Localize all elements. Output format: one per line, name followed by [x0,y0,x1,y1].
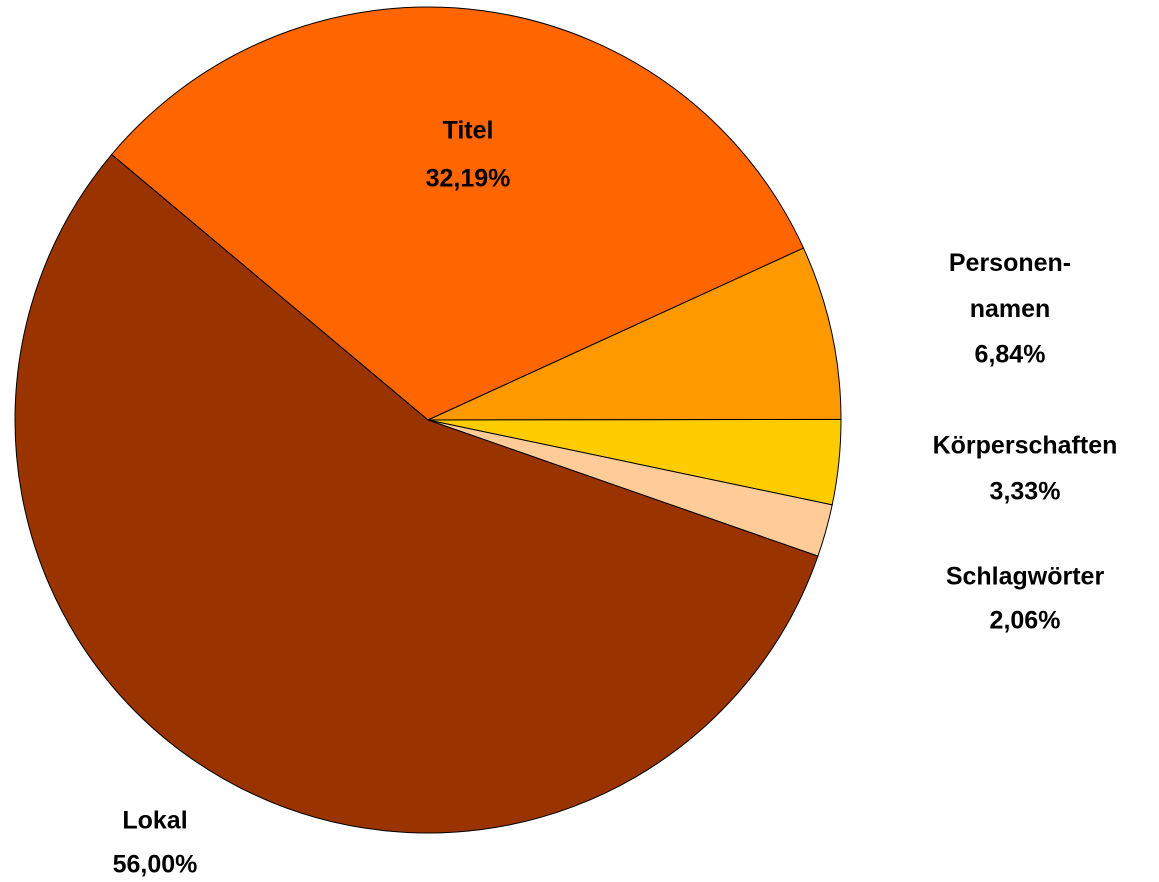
pie-slice [110,6,805,421]
category-label: Schlagwörter [946,563,1105,591]
pie-slice [427,247,842,421]
value-label: 6,84% [975,341,1046,369]
pie-slice [14,153,819,834]
category-label: Personen-namen [949,249,1071,323]
value-label: 3,33% [990,478,1061,506]
category-label: Lokal [122,807,187,835]
category-label: Titel [443,117,494,145]
value-label: 32,19% [426,165,511,193]
value-label: 2,06% [990,607,1061,635]
value-label: 56,00% [113,851,198,879]
category-label: Körperschaften [933,432,1118,460]
